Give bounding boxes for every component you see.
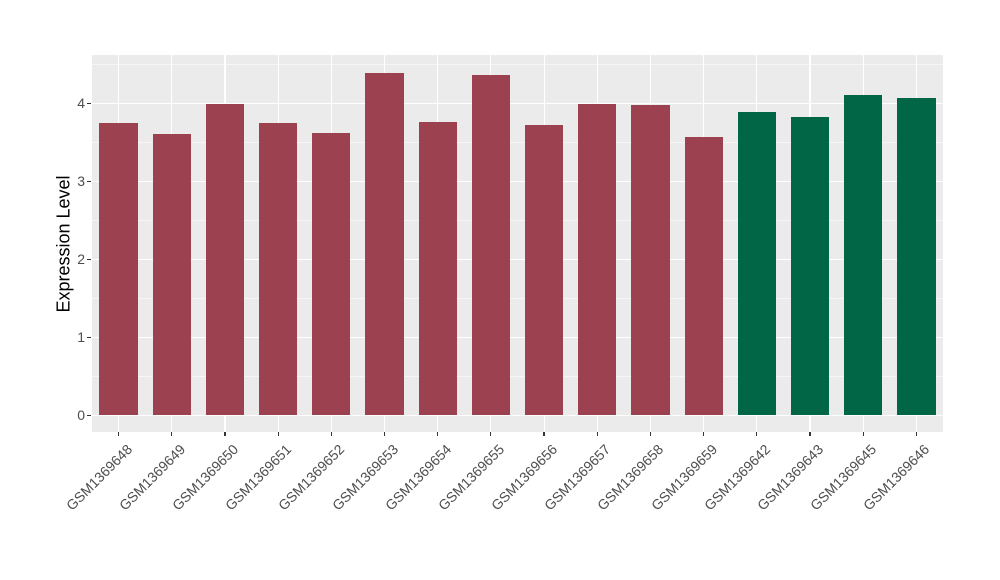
- bar-GSM1369653: [365, 73, 404, 415]
- x-tick-mark: [490, 432, 492, 436]
- gridline-minor: [92, 64, 943, 65]
- bar-GSM1369659: [684, 136, 723, 415]
- x-tick-mark: [117, 432, 120, 436]
- y-tick-label: 1: [77, 329, 85, 345]
- bar-GSM1369642: [737, 112, 776, 415]
- bar-GSM1369658: [631, 104, 670, 415]
- gridline-major: [92, 337, 943, 339]
- bar-GSM1369643: [790, 117, 830, 415]
- y-tick-mark: [87, 415, 91, 417]
- x-tick-mark: [756, 432, 758, 436]
- y-tick-mark: [87, 103, 91, 105]
- y-tick-label: 2: [77, 251, 85, 267]
- y-tick-label: 4: [77, 95, 85, 111]
- x-tick-mark: [596, 432, 598, 436]
- gridline-major: [92, 181, 943, 183]
- x-tick-mark: [171, 432, 173, 436]
- x-tick-mark: [437, 432, 439, 436]
- bar-GSM1369648: [99, 122, 138, 415]
- bar-GSM1369649: [152, 134, 191, 415]
- x-tick-mark: [915, 432, 917, 436]
- gridline-minor: [92, 142, 943, 143]
- bar-GSM1369654: [418, 121, 457, 415]
- x-tick-mark: [277, 432, 279, 436]
- x-tick-mark: [543, 432, 545, 436]
- gridline-minor: [92, 220, 943, 221]
- y-tick-mark: [87, 259, 91, 261]
- gridline-minor: [92, 376, 943, 377]
- x-tick-mark: [224, 432, 226, 436]
- x-tick-mark: [703, 432, 705, 436]
- gridline-major: [92, 415, 943, 417]
- gridline-minor: [92, 298, 943, 299]
- x-tick-mark: [649, 432, 652, 436]
- plot-panel: [92, 55, 943, 432]
- x-tick-mark: [809, 432, 811, 436]
- y-tick-mark: [87, 181, 91, 183]
- y-tick-label: 0: [77, 407, 85, 423]
- x-tick-mark: [330, 432, 332, 436]
- bar-GSM1369646: [897, 98, 936, 415]
- y-axis-title: Expression Level: [53, 174, 74, 313]
- bar-GSM1369657: [578, 103, 617, 415]
- bar-GSM1369652: [312, 133, 351, 415]
- y-tick-mark: [87, 337, 91, 339]
- gridline-major: [92, 103, 943, 105]
- gridline-major: [92, 259, 943, 261]
- x-tick-mark: [862, 432, 864, 436]
- x-tick-mark: [383, 432, 386, 436]
- bar-GSM1369650: [205, 103, 245, 415]
- bar-GSM1369655: [471, 74, 511, 415]
- y-tick-label: 3: [77, 173, 85, 189]
- bar-GSM1369645: [844, 95, 883, 415]
- bar-GSM1369656: [524, 124, 564, 415]
- bar-GSM1369651: [259, 123, 298, 415]
